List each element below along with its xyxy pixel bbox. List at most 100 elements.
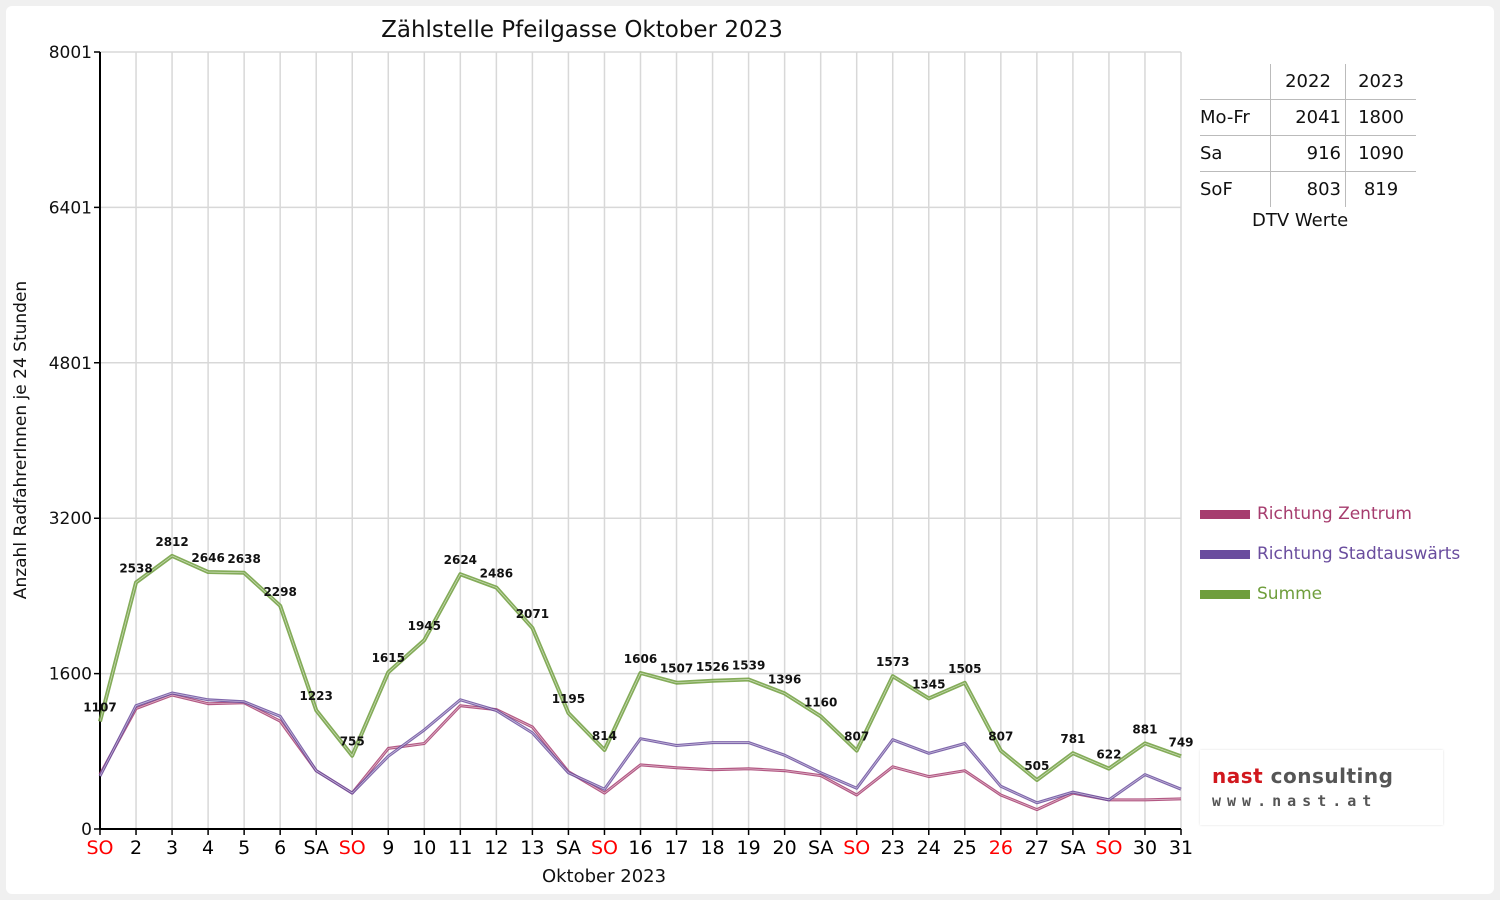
data-label: 1606 bbox=[624, 652, 657, 666]
data-label: 2812 bbox=[155, 535, 188, 549]
y-tick-label: 6401 bbox=[49, 198, 92, 218]
data-label: 1526 bbox=[696, 660, 729, 674]
data-label: 1396 bbox=[768, 672, 801, 686]
y-axis-label: Anzahl RadfahrerInnen je 24 Stunden bbox=[11, 281, 31, 599]
legend-item-stadtauswaerts: Richtung Stadtauswärts bbox=[1200, 534, 1460, 574]
logo-wordmark: nast consulting bbox=[1212, 764, 1393, 788]
nast-consulting-logo: nast consulting www.nast.at bbox=[1200, 750, 1443, 825]
y-tick-label: 1600 bbox=[49, 665, 92, 685]
data-label: 1615 bbox=[372, 651, 405, 665]
dtv-caption: DTV Werte bbox=[1252, 210, 1349, 231]
dtv-value-2023: 1090 bbox=[1345, 135, 1416, 172]
x-tick-label: 16 bbox=[628, 837, 652, 859]
x-tick-label: SA bbox=[556, 837, 581, 859]
legend-label: Richtung Stadtauswärts bbox=[1257, 544, 1461, 564]
data-label: 1195 bbox=[552, 692, 585, 706]
data-label: 2638 bbox=[227, 552, 260, 566]
x-tick-label: 4 bbox=[202, 837, 214, 859]
data-label: 505 bbox=[1024, 759, 1049, 773]
data-label: 755 bbox=[340, 735, 365, 749]
data-label: 1539 bbox=[732, 659, 765, 673]
legend-item-summe: Summe bbox=[1200, 574, 1460, 614]
data-label: 807 bbox=[988, 730, 1013, 744]
x-tick-label: 26 bbox=[989, 837, 1013, 859]
data-label: 781 bbox=[1060, 732, 1085, 746]
dtv-row-label: Mo-Fr bbox=[1200, 99, 1271, 136]
x-tick-label: 25 bbox=[953, 837, 977, 859]
x-tick-label: 31 bbox=[1169, 837, 1193, 859]
legend-label: Richtung Zentrum bbox=[1257, 504, 1412, 524]
x-tick-label: 2 bbox=[130, 837, 142, 859]
chart-title: Zählstelle Pfeilgasse Oktober 2023 bbox=[381, 17, 783, 43]
dtv-row: SoF 803 819 bbox=[1200, 171, 1416, 207]
dtv-header-empty bbox=[1200, 64, 1271, 100]
data-label: 2486 bbox=[480, 567, 513, 581]
data-label: 2624 bbox=[444, 553, 477, 567]
logo-word-consulting: consulting bbox=[1263, 764, 1394, 788]
data-label: 1945 bbox=[408, 619, 441, 633]
x-tick-label: 20 bbox=[773, 837, 797, 859]
data-label: 814 bbox=[592, 729, 617, 743]
y-tick-label: 4801 bbox=[49, 354, 92, 374]
data-label: 1507 bbox=[660, 662, 693, 676]
legend: Richtung Zentrum Richtung Stadtauswärts … bbox=[1200, 494, 1460, 614]
x-tick-label: 12 bbox=[484, 837, 508, 859]
dtv-header-2022: 2022 bbox=[1270, 64, 1346, 100]
x-tick-label: 3 bbox=[166, 837, 178, 859]
x-tick-label: 17 bbox=[664, 837, 688, 859]
legend-swatch bbox=[1200, 589, 1250, 599]
x-tick-label: SO bbox=[339, 837, 366, 859]
dtv-row-label: SoF bbox=[1200, 171, 1271, 207]
y-tick-label: 3200 bbox=[49, 509, 92, 529]
data-label: 1573 bbox=[876, 655, 909, 669]
y-tick-label: 0 bbox=[81, 820, 92, 840]
x-tick-label: 19 bbox=[737, 837, 761, 859]
y-tick-label: 8001 bbox=[49, 43, 92, 63]
data-label: 622 bbox=[1096, 748, 1121, 762]
dtv-header-row: 2022 2023 bbox=[1200, 64, 1416, 100]
x-tick-label: SA bbox=[1060, 837, 1085, 859]
data-label: 1345 bbox=[912, 677, 945, 691]
data-label: 2646 bbox=[191, 551, 224, 565]
x-tick-label: SO bbox=[1095, 837, 1122, 859]
logo-word-nast: nast bbox=[1212, 764, 1264, 788]
series-lines bbox=[98, 553, 1182, 812]
dtv-value-2022: 2041 bbox=[1270, 99, 1346, 136]
legend-label: Summe bbox=[1257, 584, 1323, 604]
x-tick-label: 9 bbox=[382, 837, 394, 859]
dtv-value-2023: 1800 bbox=[1345, 99, 1416, 136]
dtv-row: Sa 916 1090 bbox=[1200, 135, 1416, 172]
dtv-row-label: Sa bbox=[1200, 135, 1271, 172]
x-axis-label: Oktober 2023 bbox=[542, 866, 666, 887]
data-label: 1505 bbox=[948, 662, 981, 676]
x-tick-label: 13 bbox=[520, 837, 544, 859]
data-label: 2538 bbox=[119, 562, 152, 576]
x-tick-label: 30 bbox=[1133, 837, 1157, 859]
x-tick-label: SA bbox=[808, 837, 833, 859]
data-label: 881 bbox=[1132, 722, 1157, 736]
data-label: 749 bbox=[1168, 735, 1193, 749]
dtv-value-2023: 819 bbox=[1345, 171, 1416, 207]
dtv-value-2022: 916 bbox=[1270, 135, 1346, 172]
series-highlight bbox=[99, 692, 1182, 804]
x-tick-label: SA bbox=[303, 837, 328, 859]
x-tick-label: 23 bbox=[881, 837, 905, 859]
data-label: 1160 bbox=[804, 695, 837, 709]
grid bbox=[99, 51, 1182, 830]
x-tick-label: 10 bbox=[412, 837, 436, 859]
x-tick-label: SO bbox=[843, 837, 870, 859]
data-label: 1107 bbox=[83, 700, 116, 714]
data-label: 2071 bbox=[516, 607, 549, 621]
x-tick-label: 24 bbox=[917, 837, 941, 859]
x-tick-label: 6 bbox=[274, 837, 286, 859]
dtv-table: 2022 2023 Mo-Fr 2041 1800 Sa 916 1090 So… bbox=[1200, 64, 1416, 207]
x-tick-label: 18 bbox=[700, 837, 724, 859]
dtv-header-2023: 2023 bbox=[1345, 64, 1416, 100]
logo-url: www.nast.at bbox=[1212, 792, 1378, 810]
x-tick-label: 27 bbox=[1025, 837, 1049, 859]
data-label: 2298 bbox=[263, 585, 296, 599]
x-tick-label: SO bbox=[591, 837, 618, 859]
